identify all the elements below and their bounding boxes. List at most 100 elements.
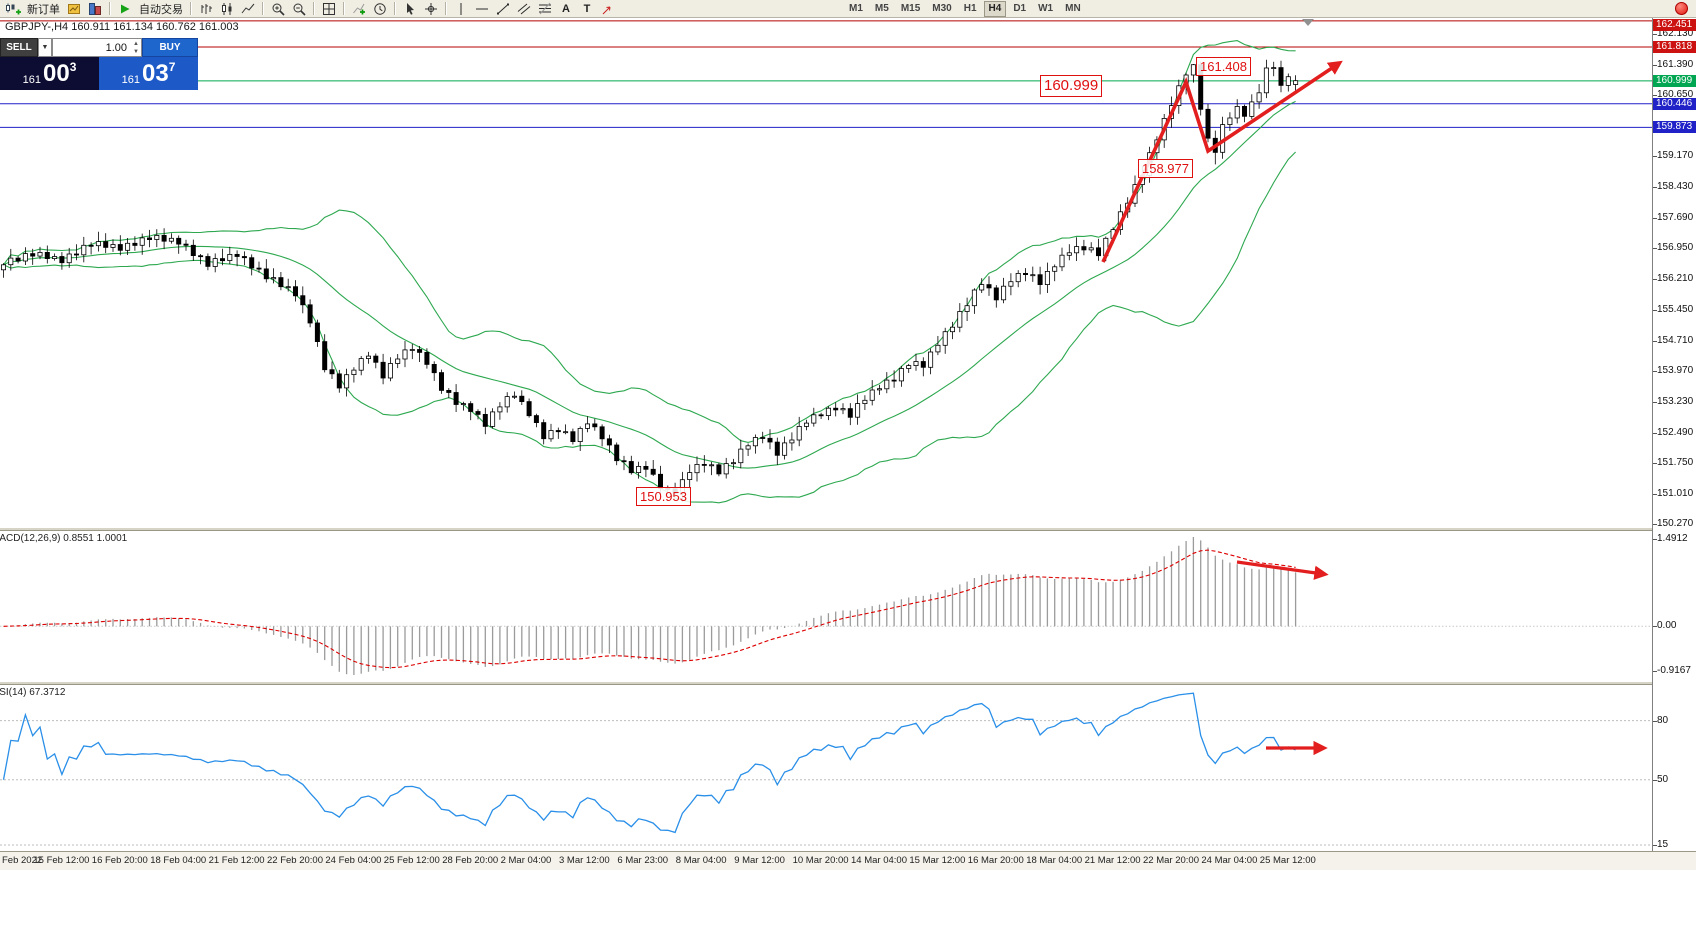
time-label: 22 Mar 20:00 <box>1143 855 1199 866</box>
new-order-button[interactable]: 新订单 <box>27 3 60 16</box>
time-label: 28 Feb 20:00 <box>442 855 499 866</box>
toolbar-separator <box>445 2 447 15</box>
ask-prefix: 161 <box>121 74 140 86</box>
price-scale-label: 161.390 <box>1657 58 1694 70</box>
scale-tick <box>1653 402 1657 403</box>
market-watch-icon[interactable] <box>64 1 84 16</box>
bid-prefix: 161 <box>22 74 41 86</box>
price-scale-label: 153.230 <box>1657 395 1694 407</box>
highlighted-price-label: 162.451 <box>1653 19 1696 31</box>
price-scale-label: 156.210 <box>1657 272 1694 284</box>
timeframe-m5[interactable]: M5 <box>874 2 889 14</box>
timeframe-group: M1 M5 M15 M30 H1 H4 D1 W1 MN <box>844 0 1086 17</box>
timeframe-w1[interactable]: W1 <box>1038 2 1054 14</box>
timeframe-h4[interactable]: H4 <box>983 0 1007 17</box>
time-label: 2 Mar 04:00 <box>500 855 552 866</box>
panel-separator[interactable] <box>0 527 1696 531</box>
label-tool-icon[interactable]: T <box>583 2 591 15</box>
scale-tick <box>1653 494 1657 495</box>
time-label: 21 Mar 12:00 <box>1084 855 1141 866</box>
timeframe-m15[interactable]: M15 <box>900 2 921 14</box>
arrows-tool-icon[interactable] <box>598 1 618 16</box>
lot-spinner[interactable]: ▲ ▼ <box>133 41 139 55</box>
bar-chart-icon[interactable] <box>196 1 216 16</box>
channel-icon[interactable] <box>514 1 534 16</box>
alert-badge-icon[interactable] <box>1675 2 1688 15</box>
time-label: 24 Feb 04:00 <box>325 855 382 866</box>
lot-dropdown-icon[interactable]: ▼ <box>38 38 52 57</box>
timeframe-m30[interactable]: M30 <box>932 2 952 14</box>
scale-tick <box>1653 524 1657 525</box>
crosshair-icon[interactable] <box>421 1 441 16</box>
new-order-icon[interactable] <box>3 1 23 16</box>
macd-plot <box>0 537 1652 675</box>
time-label: 24 Mar 04:00 <box>1201 855 1258 866</box>
timeframe-d1[interactable]: D1 <box>1013 2 1027 14</box>
rsi-panel[interactable]: RSI(14) 67.3712 <box>0 685 1652 851</box>
scale-tick <box>1653 371 1657 372</box>
lot-size-input[interactable]: 1.00 ▲ ▼ <box>52 38 142 57</box>
price-scale-label: 159.170 <box>1657 150 1694 162</box>
time-label: 3 Mar 12:00 <box>559 855 610 866</box>
buy-button[interactable]: BUY <box>142 38 198 57</box>
scale-tick <box>1653 671 1657 672</box>
price-chart-plot[interactable] <box>0 18 1652 527</box>
time-label: 25 Feb 12:00 <box>383 855 440 866</box>
macd-scale-zero: 0.00 <box>1657 620 1677 632</box>
indicators-icon[interactable] <box>349 1 369 16</box>
one-click-trading-panel: SELL ▼ 1.00 ▲ ▼ BUY 161 00 3 161 03 7 <box>0 38 198 90</box>
rsi-level-label: 80 <box>1657 714 1669 726</box>
lot-value: 1.00 <box>105 41 127 54</box>
time-label: 6 Mar 23:00 <box>617 855 669 866</box>
timeframe-h1[interactable]: H1 <box>963 2 977 14</box>
highlighted-price-label: 159.873 <box>1653 121 1696 134</box>
price-scale-label: 156.950 <box>1657 242 1694 254</box>
panel-separator[interactable] <box>0 681 1696 685</box>
horizontal-line-icon[interactable] <box>472 1 492 16</box>
scale-tick <box>1653 187 1657 188</box>
scale-tick <box>1653 780 1657 781</box>
rsi-label: RSI(14) 67.3712 <box>0 687 66 698</box>
macd-panel[interactable]: MACD(12,26,9) 0.8551 1.0001 <box>0 531 1652 681</box>
time-label: 21 Feb 12:00 <box>208 855 265 866</box>
time-axis[interactable]: Feb 2022 15 Feb 12:00 16 Feb 20:00 18 Feb 0… <box>0 851 1696 870</box>
ask-price-button[interactable]: 161 03 7 <box>99 57 198 90</box>
scale-tick <box>1653 721 1657 722</box>
autotrading-icon[interactable] <box>115 1 135 16</box>
toolbar-separator <box>109 2 111 15</box>
toolbar-separator <box>343 2 345 15</box>
vertical-line-icon[interactable] <box>451 1 471 16</box>
bid-big-digits: 00 <box>42 59 70 87</box>
text-tool-icon[interactable]: A <box>562 2 570 15</box>
candlestick-chart-icon[interactable] <box>217 1 237 16</box>
zoom-in-icon[interactable] <box>268 1 288 16</box>
fibonacci-icon[interactable] <box>535 1 555 16</box>
zoom-out-icon[interactable] <box>289 1 309 16</box>
time-label: 18 Mar 04:00 <box>1026 855 1083 866</box>
scale-tick <box>1653 626 1657 627</box>
time-label: Feb 2022 <box>2 855 43 866</box>
chart-title: GBPJPY-,H4 160.911 161.134 160.762 161.0… <box>5 21 239 33</box>
line-chart-icon[interactable] <box>238 1 258 16</box>
scale-tick <box>1653 463 1657 464</box>
scale-tick <box>1653 310 1657 311</box>
rsi-level-label: 15 <box>1657 839 1669 850</box>
timeframe-m1[interactable]: M1 <box>849 2 863 14</box>
periods-icon[interactable] <box>370 1 390 16</box>
profiles-icon[interactable] <box>85 1 105 16</box>
macd-label: MACD(12,26,9) 0.8551 1.0001 <box>0 533 128 544</box>
price-scale[interactable]: 162.130 161.390 160.650 159.170 158.430 157.6… <box>1652 18 1696 851</box>
highlighted-price-label: 160.999 <box>1653 74 1696 87</box>
timeframe-mn[interactable]: MN <box>1065 2 1081 14</box>
tile-windows-icon[interactable] <box>319 1 339 16</box>
chart-panel[interactable]: GBPJPY-,H4 160.911 161.134 160.762 161.0… <box>0 18 1652 527</box>
trendline-icon[interactable] <box>493 1 513 16</box>
price-scale-label: 152.490 <box>1657 426 1694 438</box>
ask-big-digits: 03 <box>141 59 169 87</box>
price-scale-label: 157.690 <box>1657 211 1694 223</box>
sell-button[interactable]: SELL <box>0 38 38 57</box>
bid-price-button[interactable]: 161 00 3 <box>0 57 99 90</box>
cursor-icon[interactable] <box>400 1 420 16</box>
autotrading-button[interactable]: 自动交易 <box>139 3 183 16</box>
scale-tick <box>1653 65 1657 66</box>
